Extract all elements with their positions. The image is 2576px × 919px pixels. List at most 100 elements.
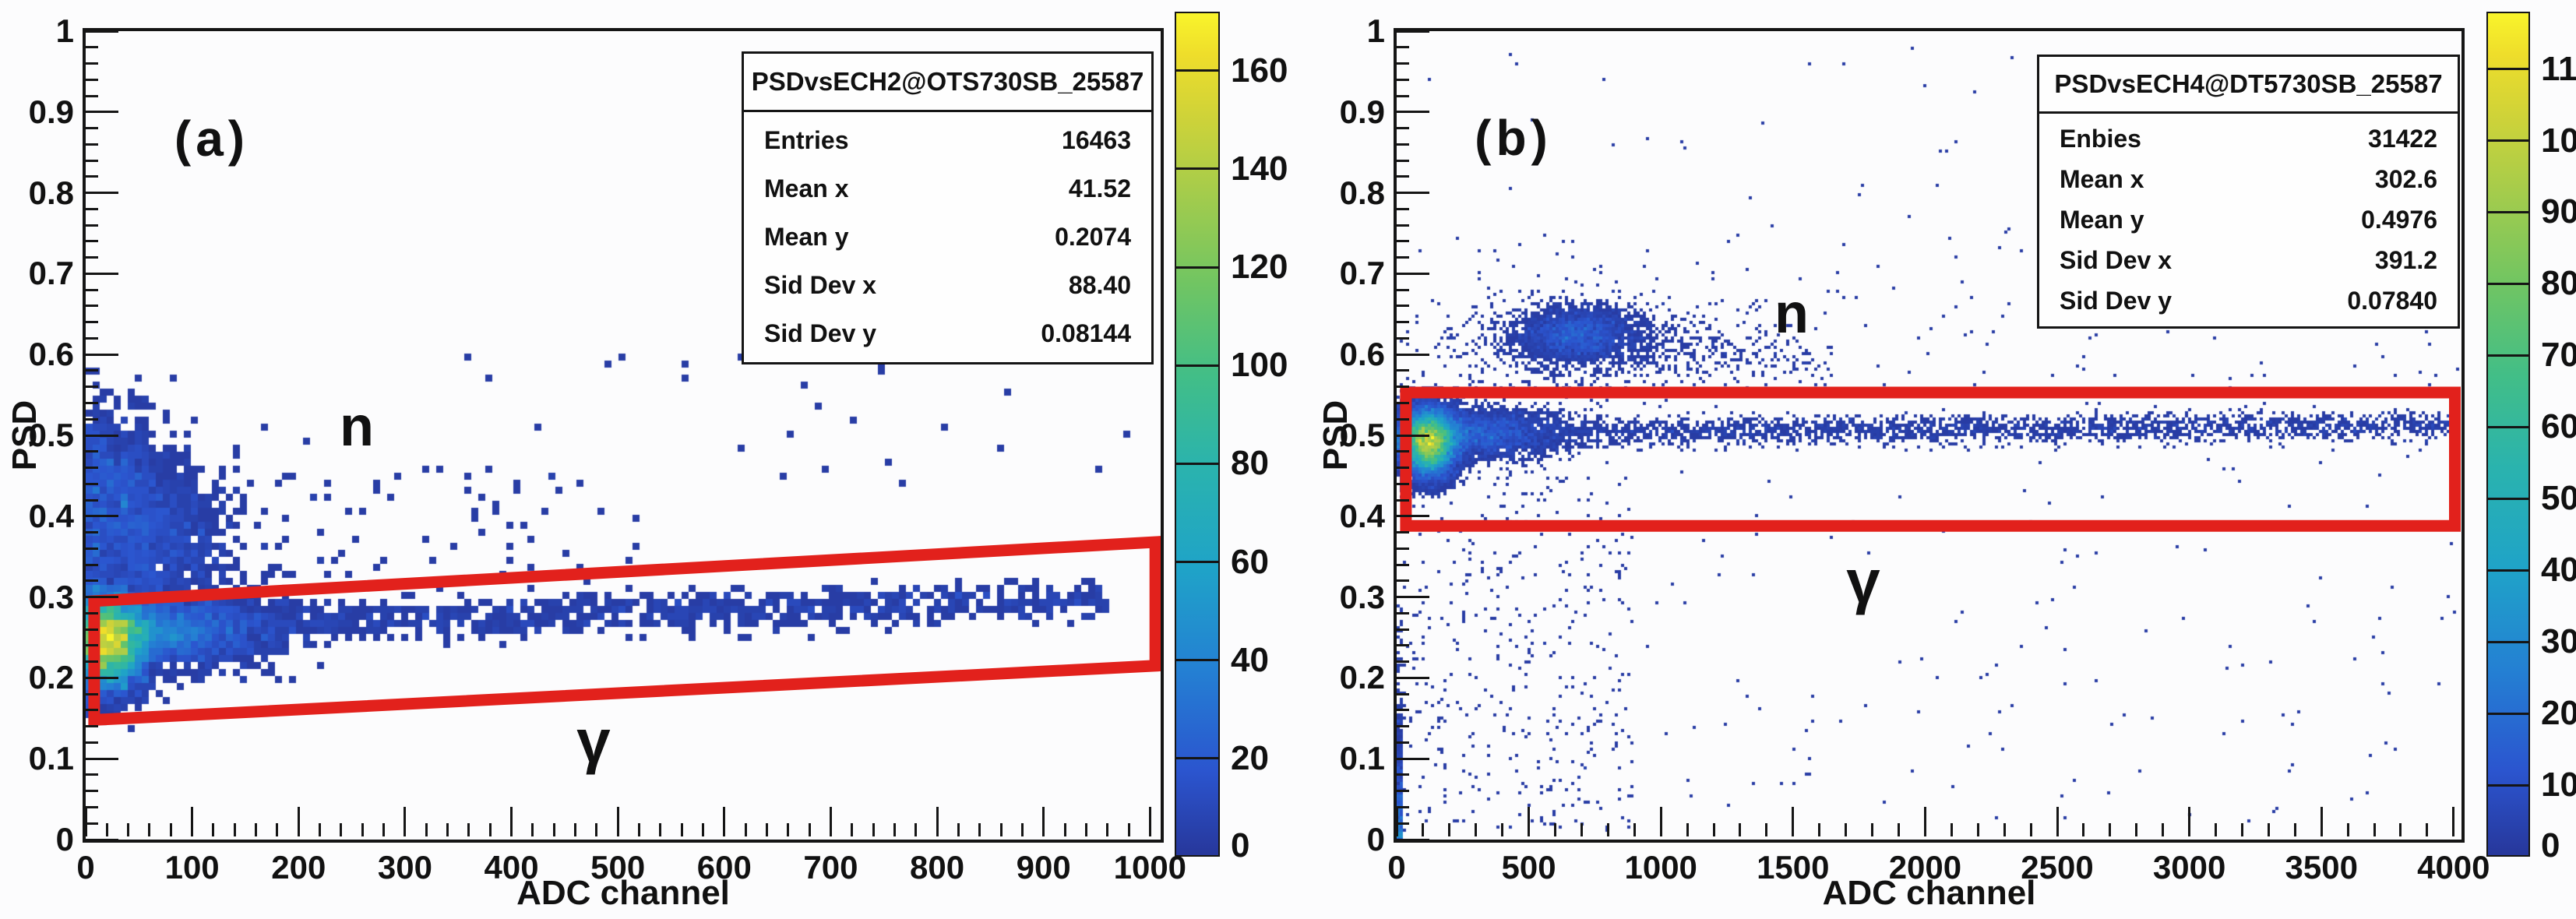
y-tick-a <box>86 143 98 146</box>
y-tick-b <box>1397 401 1409 404</box>
x-tick-a <box>999 823 1003 836</box>
y-tick-label-a: 0.7 <box>28 255 74 292</box>
colorbar-tick-a <box>1175 462 1220 465</box>
y-tick-b <box>1397 46 1409 49</box>
y-tick-a <box>86 62 98 65</box>
y-tick-b <box>1397 369 1409 372</box>
colorbar-b <box>2486 12 2530 857</box>
colorbar-label-b: 80 <box>2541 264 2576 303</box>
x-tick-b <box>1528 807 1531 836</box>
panel-letter-a: (a) <box>174 111 250 167</box>
x-tick-label-b: 2500 <box>2021 849 2094 886</box>
x-tick-a <box>914 823 918 836</box>
y-tick-a <box>86 547 98 550</box>
colorbar-label-b: 30 <box>2541 622 2576 661</box>
x-tick-a <box>552 823 555 836</box>
y-tick-b <box>1397 790 1409 793</box>
x-axis-title-b: ADC channel <box>1822 874 2036 912</box>
colorbar-tick-a <box>1175 167 1220 171</box>
x-tick-b <box>2293 823 2296 836</box>
y-tick-a <box>86 94 98 97</box>
x-tick-a <box>1084 823 1087 836</box>
x-tick-b <box>2320 807 2323 836</box>
stats-row-value: 88.40 <box>1068 270 1131 299</box>
y-tick-a <box>86 450 98 453</box>
colorbar-tick-b <box>2486 712 2530 715</box>
y-tick-a <box>86 515 118 518</box>
stats-row: Entries 16463 <box>744 126 1151 155</box>
colorbar-tick-b <box>2486 354 2530 357</box>
y-tick-b <box>1397 386 1409 389</box>
y-tick-b <box>1397 159 1409 162</box>
x-tick-a <box>616 807 619 836</box>
x-axis-title-a: ADC channel <box>516 874 730 912</box>
x-tick-b <box>2426 823 2429 836</box>
x-tick-b <box>1739 823 1742 836</box>
x-tick-label-a: 600 <box>696 849 752 886</box>
y-tick-b <box>1397 547 1409 550</box>
colorbar-tick-b <box>2486 497 2530 500</box>
y-tick-b <box>1397 256 1409 259</box>
y-tick-label-b: 0.5 <box>1339 417 1385 453</box>
y-tick-a <box>86 531 98 534</box>
x-tick-a <box>169 823 172 836</box>
x-tick-a <box>531 823 534 836</box>
colorbar-label-b: 40 <box>2541 551 2576 590</box>
x-tick-a <box>403 807 407 836</box>
x-tick-a <box>127 823 130 836</box>
y-tick-a <box>86 30 118 33</box>
y-tick-label-a: 0.9 <box>28 93 74 130</box>
x-tick-b <box>2215 823 2218 836</box>
x-tick-b <box>1845 823 1848 836</box>
y-tick-a <box>86 838 118 841</box>
y-tick-b <box>1397 175 1409 178</box>
y-tick-b <box>1397 709 1409 712</box>
y-tick-a <box>86 175 98 178</box>
y-tick-label-b: 0.3 <box>1339 578 1385 615</box>
x-tick-label-a: 200 <box>271 849 326 886</box>
y-tick-b <box>1397 579 1409 583</box>
panel-letter-b: (b) <box>1475 110 1552 166</box>
x-tick-a <box>105 823 108 836</box>
y-tick-a <box>86 660 98 664</box>
x-tick-a <box>659 823 662 836</box>
stats-row: Sid Dev x 88.40 <box>744 271 1151 300</box>
stats-row-value: 0.2074 <box>1055 222 1131 251</box>
x-tick-a <box>808 823 811 836</box>
stats-rows-b: Enbies 31422 Mean x 302.6 Mean y 0.4976 Sid De… <box>2039 114 2458 326</box>
x-tick-a <box>467 823 470 836</box>
x-tick-b <box>1923 807 1926 836</box>
y-tick-a <box>86 692 98 695</box>
x-tick-a <box>978 823 981 836</box>
x-tick-label-b: 0 <box>1387 849 1406 886</box>
y-tick-b <box>1397 741 1409 744</box>
y-tick-a <box>86 159 98 162</box>
y-tick-a <box>86 272 118 275</box>
x-tick-a <box>574 823 576 836</box>
y-tick-b <box>1397 62 1409 65</box>
y-tick-a <box>86 498 98 502</box>
x-tick-a <box>1020 823 1024 836</box>
y-tick-label-a: 1 <box>55 12 74 49</box>
colorbar-label-a: 80 <box>1231 444 1269 483</box>
stats-box-a: PSDvsECH2@OTS730SB_25587 Entries 16463 Mean… <box>742 51 1154 364</box>
stats-rows-a: Entries 16463 Mean x 41.52 Mean y 0.2074 Sid D… <box>744 112 1151 362</box>
colorbar-tick-a <box>1175 757 1220 760</box>
stats-row-label: Mean y <box>2060 205 2144 234</box>
colorbar-label-b: 0 <box>2541 826 2560 864</box>
y-tick-b <box>1397 143 1409 146</box>
x-tick-b <box>1976 823 1979 836</box>
y-tick-b <box>1397 611 1409 614</box>
y-tick-label-a: 0.6 <box>28 336 74 373</box>
x-tick-a <box>680 823 683 836</box>
x-tick-b <box>1686 823 1689 836</box>
y-tick-a <box>86 353 118 356</box>
y-tick-label-b: 0 <box>1366 821 1385 857</box>
colorbar-tick-a <box>1175 69 1220 72</box>
y-tick-b <box>1397 838 1429 841</box>
colorbar-label-b: 50 <box>2541 479 2576 518</box>
stats-row-label: Sid Dev x <box>764 270 877 299</box>
y-tick-b <box>1397 467 1409 470</box>
x-tick-label-a: 700 <box>803 849 858 886</box>
